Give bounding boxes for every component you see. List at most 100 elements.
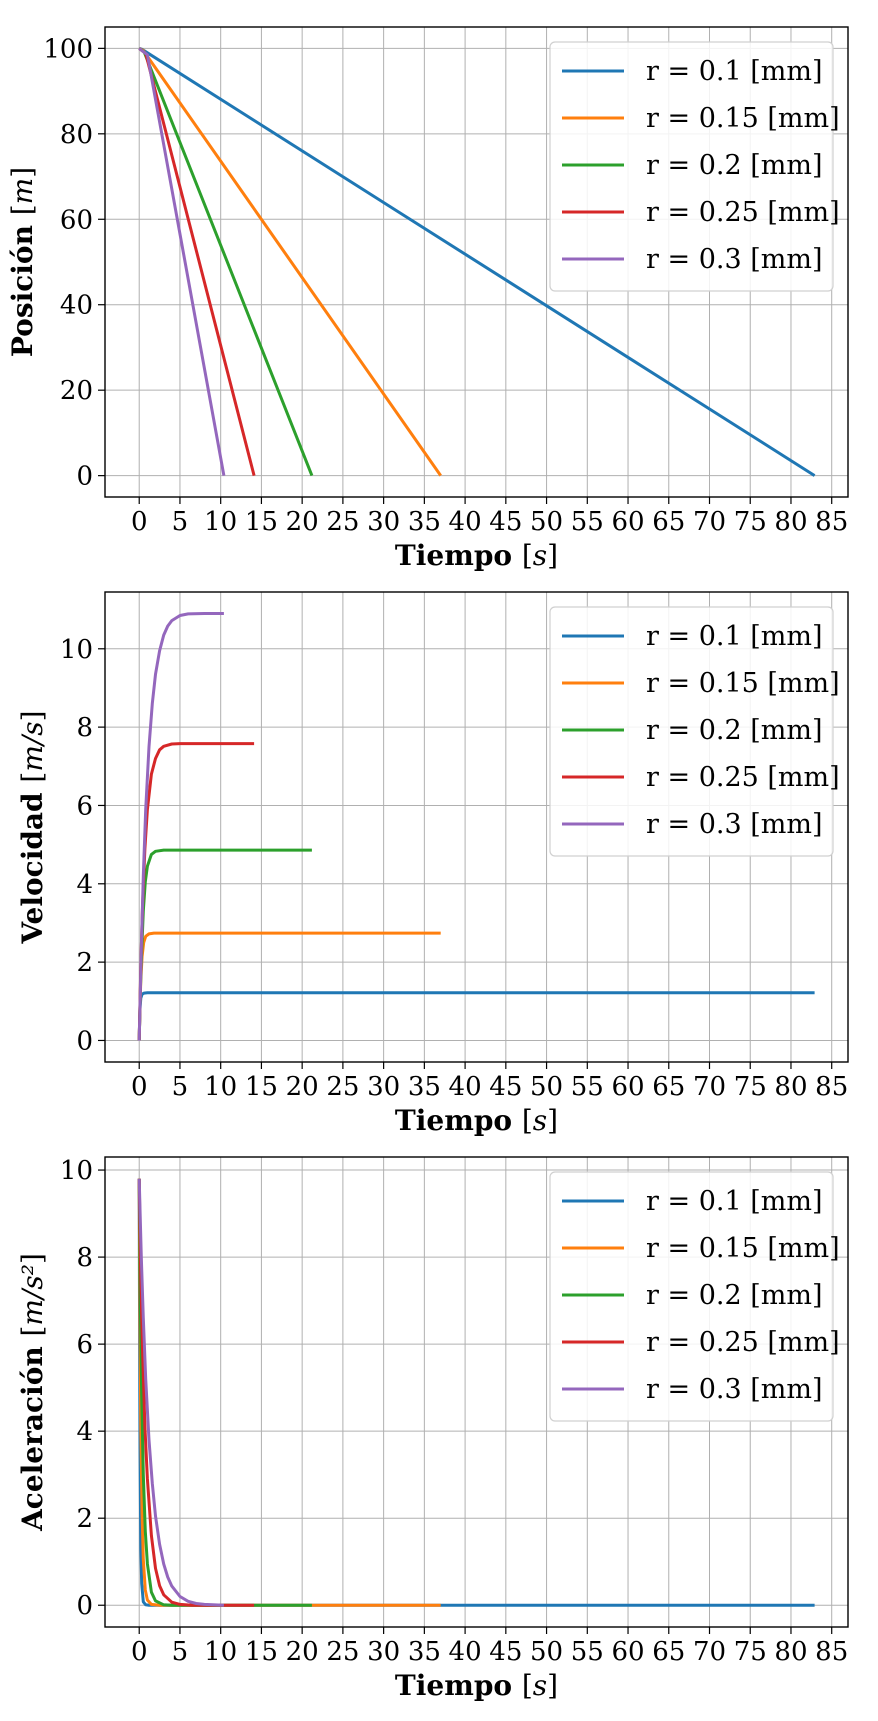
- x-tick-label: 0: [131, 1637, 148, 1667]
- y-tick-label: 4: [76, 870, 93, 900]
- y-tick-label: 100: [43, 34, 93, 64]
- x-tick-label: 70: [693, 1637, 726, 1667]
- legend: r = 0.1 [mm] r = 0.15 [mm] r = 0.2 [mm] r =…: [549, 1171, 840, 1422]
- x-tick-label: 45: [489, 1637, 522, 1667]
- x-tick-label: 35: [408, 1072, 441, 1102]
- y-tick-label: 8: [76, 713, 93, 743]
- x-tick-label: 0: [131, 507, 148, 537]
- x-tick-label: 30: [367, 1072, 400, 1102]
- legend-label: r = 0.1 [mm]: [646, 621, 823, 652]
- x-tick-label: 60: [611, 1072, 644, 1102]
- series-line-3: [137, 1178, 312, 1607]
- y-tick-label: 80: [60, 120, 93, 150]
- x-tick-label: 70: [693, 507, 726, 537]
- legend-label: r = 0.25 [mm]: [646, 1327, 840, 1358]
- y-tick-label: 40: [60, 291, 93, 321]
- x-tick-label: 40: [449, 1072, 482, 1102]
- x-tick-label: 10: [204, 1637, 237, 1667]
- x-axis-label: Tiempo [s]: [395, 1104, 558, 1137]
- legend-label: r = 0.15 [mm]: [646, 1233, 840, 1264]
- y-tick-label: 0: [76, 1591, 93, 1621]
- plot-frame: [104, 591, 849, 1063]
- y-tick-label: 2: [76, 948, 93, 978]
- x-tick-label: 40: [449, 507, 482, 537]
- plot-frame: [104, 26, 849, 498]
- x-tick-label: 45: [489, 1072, 522, 1102]
- x-tick-label: 55: [571, 1637, 604, 1667]
- y-tick-label: 6: [76, 791, 93, 821]
- legend-label: r = 0.25 [mm]: [646, 197, 840, 228]
- x-tick-label: 15: [245, 507, 278, 537]
- legend-label: r = 0.3 [mm]: [646, 1374, 823, 1405]
- y-tick-label: 8: [76, 1243, 93, 1273]
- y-tick-label: 6: [76, 1330, 93, 1360]
- x-tick-label: 25: [326, 1637, 359, 1667]
- x-tick-label: 60: [611, 507, 644, 537]
- x-tick-label: 80: [774, 1637, 807, 1667]
- y-axis-label: Velocidad [m/s]: [16, 710, 49, 944]
- x-tick-label: 50: [530, 1637, 563, 1667]
- x-axis-label: Tiempo [s]: [395, 1669, 558, 1702]
- y-axis-label: Aceleración [m/s²]: [16, 1253, 49, 1532]
- y-tick-label: 0: [76, 1026, 93, 1056]
- x-tick-label: 85: [815, 507, 848, 537]
- y-tick-label: 10: [60, 635, 93, 665]
- x-tick-label: 45: [489, 507, 522, 537]
- x-tick-label: 25: [326, 507, 359, 537]
- legend-box: [549, 1171, 834, 1422]
- x-tick-label: 50: [530, 507, 563, 537]
- y-tick-label: 0: [76, 462, 93, 492]
- x-tick-label: 5: [172, 1072, 189, 1102]
- x-tick-label: 25: [326, 1072, 359, 1102]
- x-tick-label: 20: [286, 507, 319, 537]
- legend-label: r = 0.25 [mm]: [646, 762, 840, 793]
- x-tick-label: 85: [815, 1637, 848, 1667]
- x-tick-label: 75: [734, 507, 767, 537]
- x-tick-label: 60: [611, 1637, 644, 1667]
- x-axis-label: Tiempo [s]: [395, 539, 558, 572]
- legend: r = 0.1 [mm] r = 0.15 [mm] r = 0.2 [mm] r =…: [549, 606, 840, 857]
- y-tick-label: 4: [76, 1417, 93, 1447]
- y-axis-label: Posición [m]: [6, 167, 39, 357]
- legend-label: r = 0.3 [mm]: [646, 244, 823, 275]
- legend-label: r = 0.1 [mm]: [646, 1186, 823, 1217]
- x-tick-label: 20: [286, 1637, 319, 1667]
- chart-1: 0 5 10 15 20 25 30 35 40 45 50 55 60 65 70 75 80 85020406…: [6, 26, 849, 572]
- legend-label: r = 0.15 [mm]: [646, 668, 840, 699]
- x-tick-label: 35: [408, 507, 441, 537]
- series-line-4: [137, 1178, 255, 1607]
- y-tick-label: 60: [60, 205, 93, 235]
- x-tick-label: 70: [693, 1072, 726, 1102]
- legend-label: r = 0.2 [mm]: [646, 715, 823, 746]
- legend-box: [549, 41, 834, 292]
- legend-label: r = 0.1 [mm]: [646, 56, 823, 87]
- x-tick-label: 65: [652, 507, 685, 537]
- y-tick-label: 2: [76, 1504, 93, 1534]
- x-tick-label: 30: [367, 507, 400, 537]
- legend-label: r = 0.2 [mm]: [646, 1280, 823, 1311]
- x-tick-label: 75: [734, 1637, 767, 1667]
- y-tick-label: 20: [60, 376, 93, 406]
- x-tick-label: 35: [408, 1637, 441, 1667]
- x-tick-label: 80: [774, 507, 807, 537]
- x-tick-label: 10: [204, 1072, 237, 1102]
- x-tick-label: 5: [172, 507, 189, 537]
- legend: r = 0.1 [mm] r = 0.15 [mm] r = 0.2 [mm] r =…: [549, 41, 840, 292]
- legend-label: r = 0.15 [mm]: [646, 103, 840, 134]
- x-tick-label: 55: [571, 1072, 604, 1102]
- x-tick-label: 15: [245, 1072, 278, 1102]
- x-tick-label: 5: [172, 1637, 189, 1667]
- x-tick-label: 50: [530, 1072, 563, 1102]
- x-tick-label: 20: [286, 1072, 319, 1102]
- chart-3: 0 5 10 15 20 25 30 35 40 45 50 55 60 65 70 75 80 85024681…: [16, 1156, 849, 1702]
- x-tick-label: 55: [571, 507, 604, 537]
- legend-label: r = 0.2 [mm]: [646, 150, 823, 181]
- plot-frame: [104, 1156, 849, 1628]
- series-line-5: [137, 1178, 224, 1607]
- legend-label: r = 0.3 [mm]: [646, 809, 823, 840]
- legend-box: [549, 606, 834, 857]
- y-tick-label: 10: [60, 1156, 93, 1186]
- chart-2: 0 5 10 15 20 25 30 35 40 45 50 55 60 65 70 75 80 85024681…: [16, 591, 849, 1137]
- series-line-5: [138, 47, 226, 476]
- x-tick-label: 65: [652, 1072, 685, 1102]
